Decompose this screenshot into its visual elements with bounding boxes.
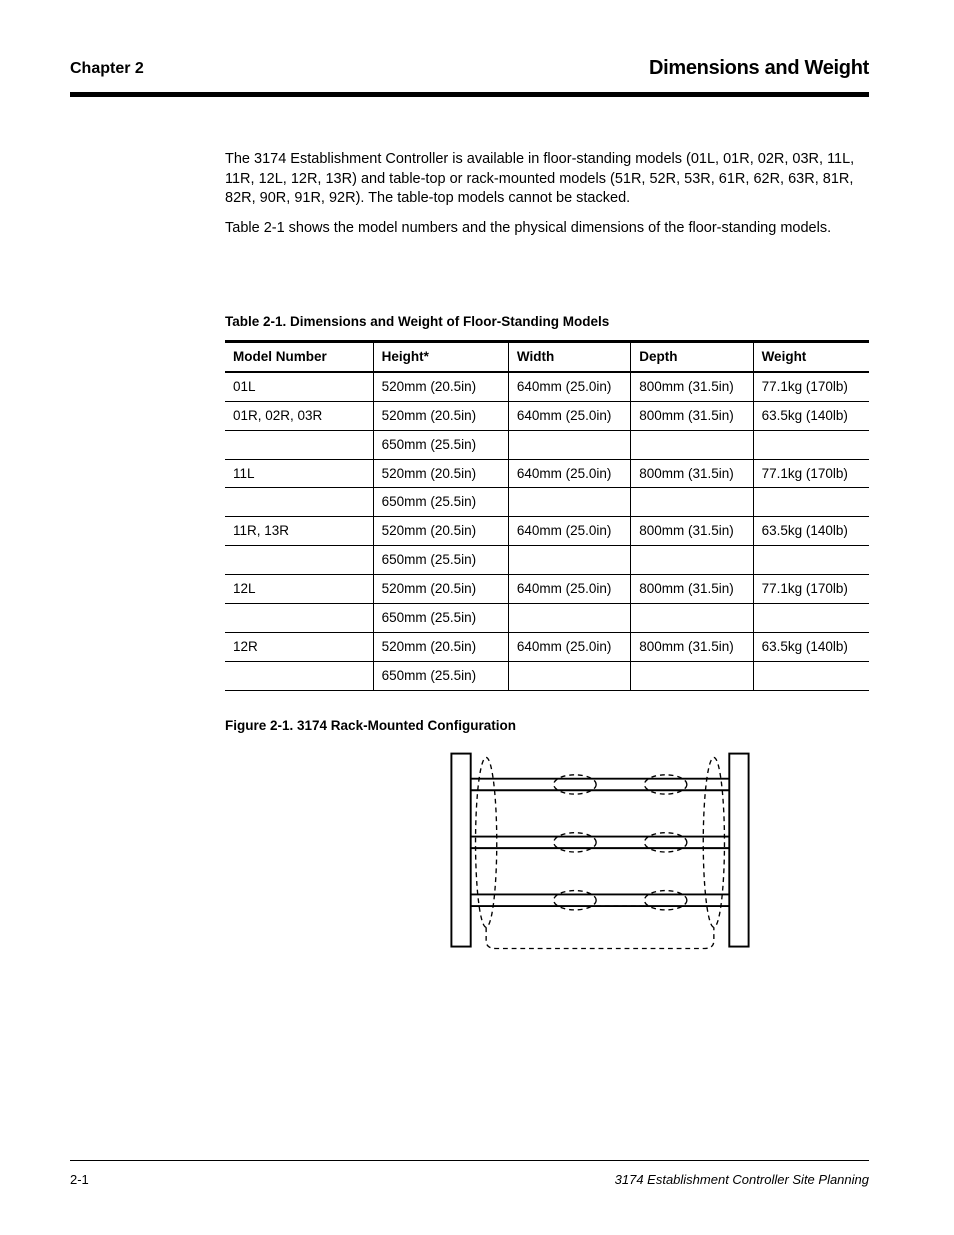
figure-caption: Figure 2-1. 3174 Rack-Mounted Configurat… (225, 718, 516, 733)
post-right (729, 754, 748, 947)
table-row: 11R, 13R 520mm (20.5in) 640mm (25.0in) 8… (225, 517, 869, 546)
page-title: Dimensions and Weight (649, 57, 869, 80)
table-row: 650mm (25.5in) (225, 488, 869, 517)
spec-tbody: 01L 520mm (20.5in) 640mm (25.0in) 800mm … (225, 372, 869, 690)
intro-block: The 3174 Establishment Controller is ava… (225, 150, 869, 248)
col-height: Height* (373, 342, 508, 372)
table-row: 01R, 02R, 03R 520mm (20.5in) 640mm (25.0… (225, 401, 869, 430)
table-row: 11L 520mm (20.5in) 640mm (25.0in) 800mm … (225, 459, 869, 488)
spec-table: Model Number Height* Width Depth Weight … (225, 340, 869, 691)
table-caption: Table 2-1. Dimensions and Weight of Floo… (225, 314, 609, 329)
col-width: Width (508, 342, 630, 372)
posts (451, 754, 748, 947)
rails (471, 779, 730, 906)
col-depth: Depth (631, 342, 753, 372)
spec-table-wrap: Model Number Height* Width Depth Weight … (225, 340, 869, 691)
footer-title: 3174 Establishment Controller Site Plann… (615, 1172, 869, 1187)
table-row: 650mm (25.5in) (225, 603, 869, 632)
rack-figure (430, 742, 770, 962)
footer-page: 2-1 (70, 1172, 89, 1187)
intro-p2: Table 2-1 shows the model numbers and th… (225, 219, 869, 239)
col-model: Model Number (225, 342, 373, 372)
top-rule (70, 92, 869, 97)
chapter-label: Chapter 2 (70, 60, 144, 78)
rack-svg (430, 742, 770, 962)
footer-rule (70, 1160, 869, 1161)
intro-p1: The 3174 Establishment Controller is ava… (225, 150, 869, 209)
dashed-links (486, 790, 714, 948)
table-row: 650mm (25.5in) (225, 661, 869, 690)
post-left (451, 754, 470, 947)
table-row: 12R 520mm (20.5in) 640mm (25.0in) 800mm … (225, 632, 869, 661)
table-row: 650mm (25.5in) (225, 546, 869, 575)
col-weight: Weight (753, 342, 869, 372)
table-row: 01L 520mm (20.5in) 640mm (25.0in) 800mm … (225, 372, 869, 401)
dashed-small (554, 775, 687, 910)
table-row: 650mm (25.5in) (225, 430, 869, 459)
table-row: 12L 520mm (20.5in) 640mm (25.0in) 800mm … (225, 575, 869, 604)
